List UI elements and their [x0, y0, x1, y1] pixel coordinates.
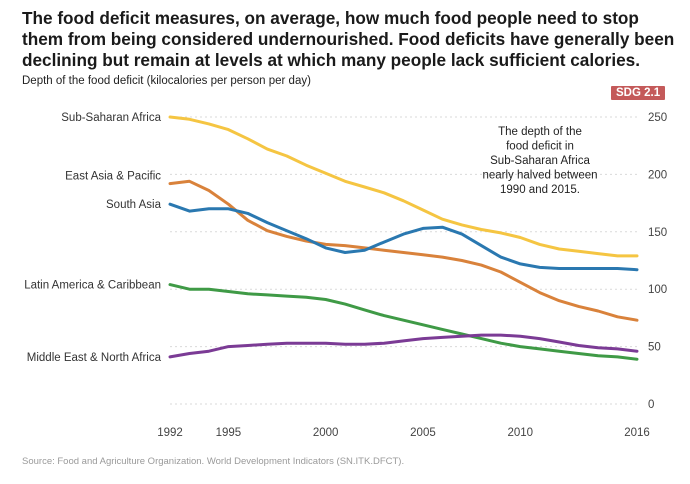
series-line-middle-east-north-africa [168, 333, 639, 359]
y-tick-label: 250 [648, 112, 667, 124]
series-line-sub-saharan-africa [168, 115, 639, 258]
y-tick-label: 150 [648, 227, 667, 239]
x-tick-label: 2016 [624, 427, 650, 439]
annotation-line: 1990 and 2015. [500, 184, 580, 196]
x-axis-ticks: 1992 1995 2000 2005 2010 2016 [157, 427, 650, 439]
series-line-latin-america-caribbean [168, 283, 639, 361]
annotation-line: Sub-Saharan Africa [490, 155, 590, 167]
x-tick-label: 1995 [216, 427, 242, 439]
x-tick-label: 2010 [507, 427, 533, 439]
series-label-east-asia-pacific: East Asia & Pacific [65, 171, 161, 183]
annotation-line: nearly halved between [482, 170, 597, 182]
y-tick-label: 100 [648, 284, 667, 296]
annotation-line: The depth of the [498, 126, 582, 138]
y-axis-ticks: 0 50 100 150 200 250 [648, 112, 667, 411]
series-label-latin-america-caribbean: Latin America & Caribbean [24, 280, 161, 292]
x-tick-label: 2000 [313, 427, 339, 439]
y-tick-label: 0 [648, 399, 654, 411]
series-label-sub-saharan-africa: Sub-Saharan Africa [61, 112, 161, 124]
chart-subtitle: Depth of the food deficit (kilocalories … [22, 75, 311, 87]
series-label-middle-east-north-africa: Middle East & North Africa [27, 352, 162, 364]
y-tick-label: 200 [648, 169, 667, 181]
series-lines [168, 115, 639, 361]
series-labels: Sub-Saharan Africa East Asia & Pacific Sou… [24, 112, 161, 364]
chart-title: The food deficit measures, on average, h… [22, 8, 675, 70]
series-line-east-asia-pacific [168, 179, 639, 322]
sdg-badge: SDG 2.1 [611, 86, 666, 100]
x-tick-label: 1992 [157, 427, 183, 439]
annotation-line: food deficit in [506, 141, 574, 153]
series-label-south-asia: South Asia [106, 199, 162, 211]
series-line-south-asia [168, 202, 639, 272]
source-note: Source: Food and Agriculture Organizatio… [22, 456, 405, 467]
annotation-text: The depth of the food deficit in Sub-Sahar… [482, 126, 597, 196]
x-tick-label: 2005 [410, 427, 436, 439]
y-tick-label: 50 [648, 342, 661, 354]
